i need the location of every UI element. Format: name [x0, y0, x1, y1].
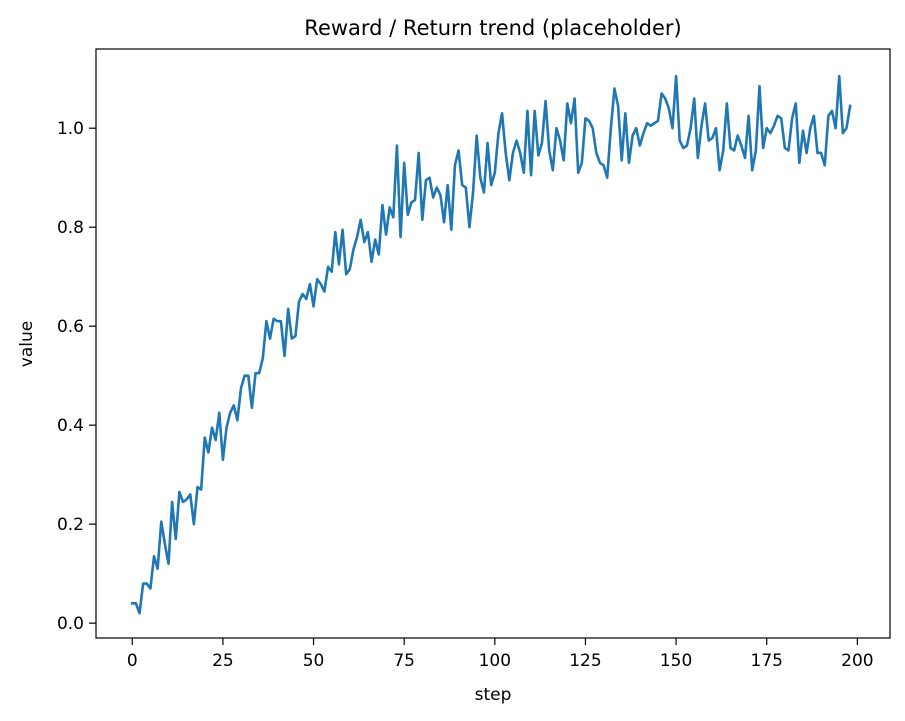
y-tick-label: 0.2	[57, 515, 84, 535]
y-tick-label: 0.0	[57, 614, 84, 634]
y-tick-label: 0.4	[57, 416, 84, 436]
x-tick-label: 50	[303, 651, 325, 671]
x-axis-label: step	[475, 685, 512, 705]
x-tick-label: 0	[127, 651, 138, 671]
y-axis: 0.0 0.2 0.4 0.6 0.8 1.0	[57, 119, 96, 634]
plot-frame	[95, 48, 891, 639]
x-tick-label: 200	[841, 651, 873, 671]
y-tick-label: 0.6	[57, 317, 84, 337]
x-tick-label: 75	[393, 651, 415, 671]
x-tick-label: 125	[569, 651, 601, 671]
x-tick-label: 150	[660, 651, 692, 671]
y-axis-label: value	[17, 321, 37, 367]
x-tick-label: 175	[751, 651, 783, 671]
x-tick-label: 25	[212, 651, 234, 671]
y-tick-label: 1.0	[57, 119, 84, 139]
chart-title: Reward / Return trend (placeholder)	[304, 16, 681, 40]
plot-area	[130, 74, 852, 615]
x-axis: 0 25 50 75 100 125 150 175 200	[127, 638, 874, 671]
series-line	[130, 74, 852, 615]
y-tick-label: 0.8	[57, 218, 84, 238]
x-tick-label: 100	[479, 651, 511, 671]
